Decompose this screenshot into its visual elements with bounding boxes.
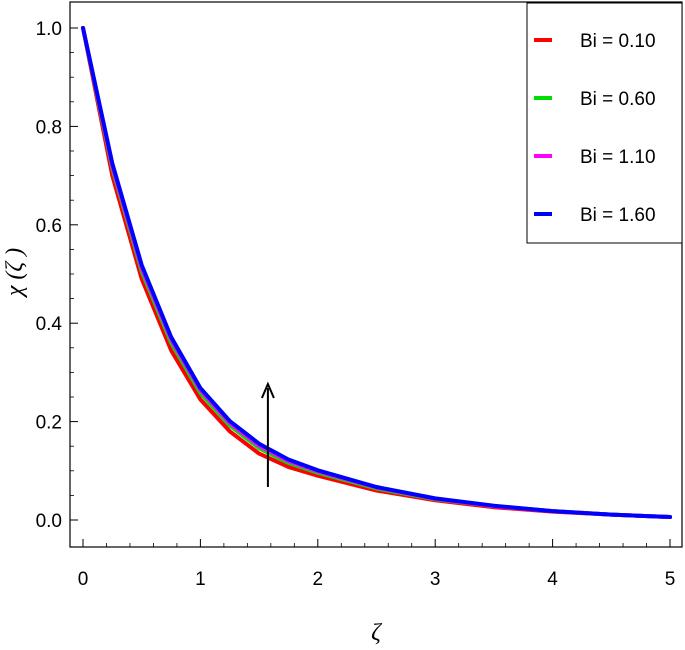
y-axis-ticks: 0.0 0.2 0.4 0.6 0.8 1.0 xyxy=(36,19,78,532)
y-tick-label: 1.0 xyxy=(36,19,62,40)
legend-label: Bi = 1.60 xyxy=(580,205,656,226)
legend-label: Bi = 0.10 xyxy=(580,31,656,52)
arrow-head xyxy=(260,381,275,399)
y-tick-label: 0.6 xyxy=(36,216,62,237)
x-tick-label: 4 xyxy=(547,569,558,590)
x-axis-ticks: 0 1 2 3 4 5 xyxy=(78,539,676,590)
series-layer xyxy=(81,26,672,519)
legend-box xyxy=(526,2,683,244)
x-tick-label: 3 xyxy=(430,569,441,590)
y-tick-label: 0.8 xyxy=(36,117,62,138)
legend-label: Bi = 0.60 xyxy=(580,89,656,110)
increase-arrow xyxy=(260,381,275,487)
x-tick-label: 2 xyxy=(313,569,324,590)
y-tick-label: 0.4 xyxy=(36,314,63,335)
x-tick-label: 1 xyxy=(195,569,206,590)
x-tick-label: 5 xyxy=(665,569,676,590)
y-tick-label: 0.2 xyxy=(36,413,62,434)
series-line xyxy=(81,26,672,519)
legend-label: Bi = 1.10 xyxy=(580,147,656,168)
y-tick-label: 0.0 xyxy=(36,511,62,532)
x-tick-label: 0 xyxy=(78,569,89,590)
y-axis-label: χ (ζ ) xyxy=(2,248,28,298)
x-axis-label: ζ xyxy=(371,620,383,646)
legend: Bi = 0.10 Bi = 0.60 Bi = 1.10 Bi = 1.60 xyxy=(526,2,683,244)
plot-frame xyxy=(69,1,683,548)
